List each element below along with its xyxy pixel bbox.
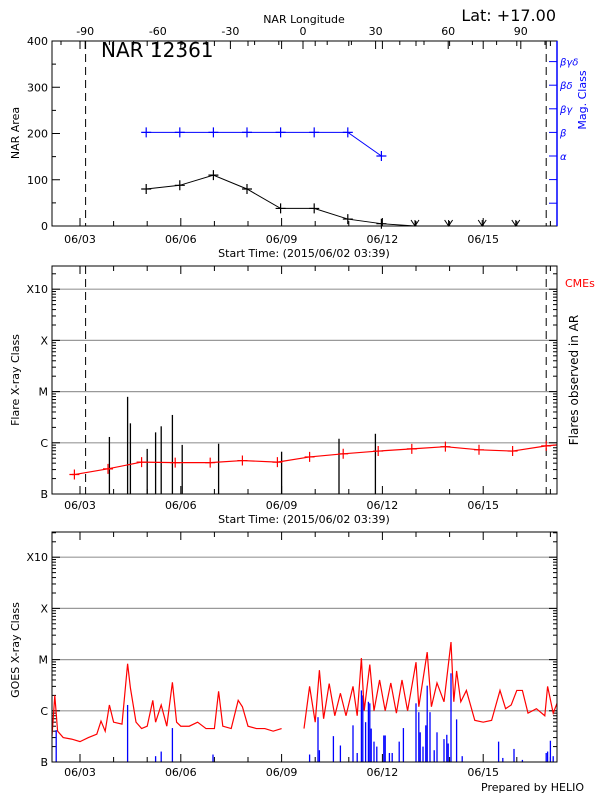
cme-point [103, 463, 113, 474]
mag-class-point [275, 127, 286, 138]
panel3-frame [51, 531, 558, 763]
panel3-x-tick-label: 06/12 [367, 766, 399, 779]
goes-long-line [51, 663, 282, 743]
cme-point [272, 457, 283, 468]
panel1-x-tick-label: 06/15 [467, 233, 499, 246]
mag-class-tick-label: βγ [559, 105, 573, 116]
cme-point [406, 443, 417, 454]
goes-class-y-tick-label: C [40, 705, 48, 718]
goes-class-y-tick-label: M [39, 654, 49, 667]
panel1-x-tick-label: 06/12 [367, 233, 399, 246]
longitude-tick-label: 30 [369, 25, 383, 38]
cme-point [69, 469, 80, 480]
longitude-tick-label: 0 [300, 25, 307, 38]
top-axis-label: NAR Longitude [263, 13, 345, 26]
area-point [174, 180, 185, 191]
area-point [342, 214, 353, 225]
cme-point [170, 457, 181, 468]
mag-class-point [342, 127, 353, 138]
mag-class-tick-label: βδ [559, 81, 573, 92]
area-y-tick-label: 400 [27, 35, 48, 48]
mag-class-point [242, 127, 252, 138]
flare-class-y-tick-label: X [40, 334, 48, 347]
panel3-x-tick-label: 06/15 [467, 766, 499, 779]
mag-class-axis-label: Mag. Class [576, 70, 589, 129]
area-point [376, 218, 387, 229]
cme-point [205, 457, 216, 468]
area-y-tick-label: 200 [27, 128, 48, 141]
goes-class-y-tick-label: X [40, 602, 48, 615]
goes-long-line [303, 641, 558, 729]
credit-label: Prepared by HELIO [481, 781, 584, 794]
panel1-x-tick-label: 06/03 [64, 233, 96, 246]
cme-legend-label: CMEs [565, 277, 595, 290]
longitude-tick-label: -90 [76, 25, 94, 38]
mag-class-tick-label: βγδ [559, 58, 578, 69]
longitude-tick-label: -30 [221, 25, 239, 38]
area-y-tick-label: 300 [27, 81, 48, 94]
region-title: NAR 12361 [101, 38, 214, 62]
mag-class-line [146, 131, 382, 157]
longitude-tick-label: -60 [149, 25, 167, 38]
flare-class-y-tick-label: C [40, 437, 48, 450]
area-point [141, 184, 152, 194]
mag-class-point [208, 127, 219, 138]
panel2-x-tick-label: 06/09 [266, 499, 298, 512]
longitude-tick-label: 60 [441, 25, 455, 38]
mag-class-point [174, 127, 185, 138]
cme-point [440, 441, 451, 452]
cme-point [136, 457, 147, 468]
flare-class-y-tick-label: M [39, 386, 49, 399]
goes-class-y-tick-label: B [40, 756, 48, 769]
panel2-x-tick-label: 06/06 [165, 499, 197, 512]
panel2-x-axis-label: Start Time: (2015/06/02 03:39) [218, 513, 390, 526]
cme-point [304, 451, 315, 462]
panel1-x-tick-label: 06/09 [266, 233, 298, 246]
area-point [309, 203, 320, 214]
area-y-tick-label: 0 [41, 220, 48, 233]
longitude-tick-label: 90 [514, 25, 528, 38]
panel2-x-tick-label: 06/12 [367, 499, 399, 512]
cme-point [237, 455, 248, 466]
flare-class-y-tick-label: X10 [26, 283, 48, 296]
mag-class-point [309, 127, 320, 138]
mag-class-point [141, 127, 152, 138]
panel2-x-tick-label: 06/15 [467, 499, 499, 512]
mag-class-tick-label: α [560, 152, 567, 163]
chart-marks: 0 100 200 300 400 α β βγ βδ βγδ -90 -60 -30 0 30 60 90 06… [26, 25, 578, 779]
area-point [242, 184, 252, 194]
goes-class-axis-label: GOES X-ray Class [9, 602, 22, 698]
area-point [275, 203, 286, 214]
flare-class-axis-label: Flare X-ray Class [9, 334, 22, 426]
panel2-frame [51, 265, 558, 495]
cme-point [541, 440, 552, 451]
cme-point [507, 446, 518, 457]
flares-observed-axis-label: Flares observed in AR [567, 315, 581, 445]
cme-point [373, 446, 384, 457]
area-point [208, 170, 219, 181]
goes-class-y-tick-label: X10 [26, 551, 48, 564]
panel1-x-tick-label: 06/06 [165, 233, 197, 246]
nar-area-axis-label: NAR Area [9, 107, 22, 159]
mag-class-point [376, 151, 387, 161]
latitude-label: Lat: +17.00 [461, 6, 556, 25]
area-y-tick-label: 100 [27, 174, 48, 187]
panel3-x-tick-label: 06/03 [64, 766, 96, 779]
panel1-x-axis-label: Start Time: (2015/06/02 03:39) [218, 247, 390, 260]
panel3-x-tick-label: 06/09 [266, 766, 298, 779]
cme-point [338, 448, 349, 459]
mag-class-tick-label: β [559, 128, 567, 139]
flare-class-y-tick-label: B [40, 488, 48, 501]
panel2-x-tick-label: 06/03 [64, 499, 96, 512]
panel3-x-tick-label: 06/06 [165, 766, 197, 779]
cme-point [474, 444, 484, 455]
